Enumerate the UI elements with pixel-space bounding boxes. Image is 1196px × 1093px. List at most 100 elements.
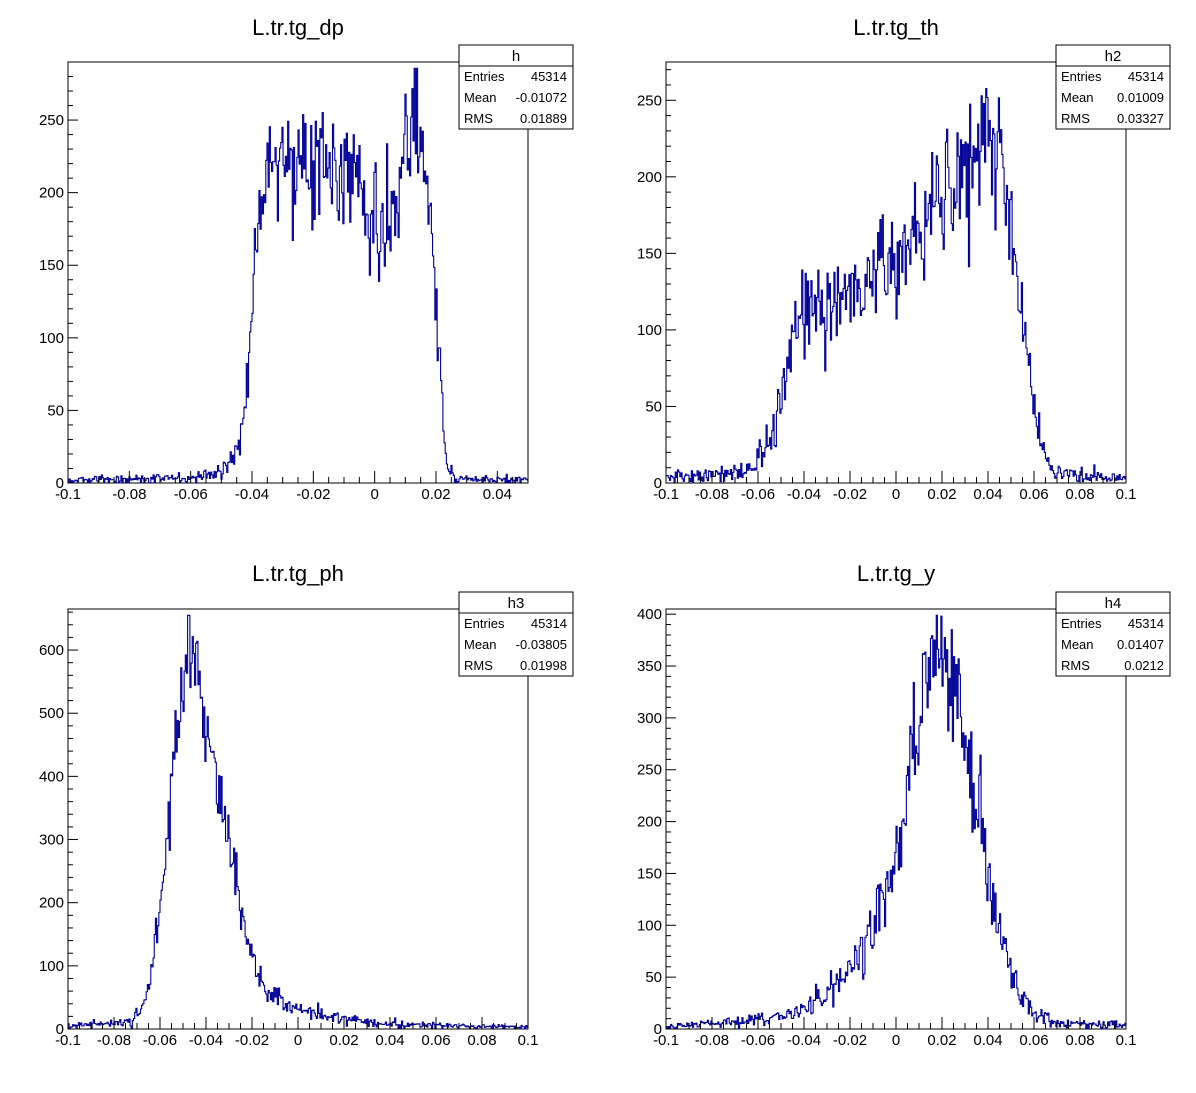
x-tick-label: 0.1 — [1116, 1032, 1137, 1049]
stats-entries-label: Entries — [1061, 616, 1102, 631]
x-tick-label: 0.06 — [1019, 486, 1048, 503]
x-tick-label: 0 — [892, 1032, 900, 1049]
x-tick-label: -0.06 — [174, 486, 208, 503]
panel-title: L.tr.tg_dp — [252, 15, 344, 40]
y-tick-label: 100 — [39, 330, 64, 347]
stats-entries-label: Entries — [464, 616, 505, 631]
x-tick-label: 0.02 — [927, 1032, 956, 1049]
x-tick-label: -0.08 — [97, 1032, 131, 1049]
x-tick-label: -0.1 — [653, 1032, 679, 1049]
x-tick-label: -0.02 — [833, 1032, 867, 1049]
x-tick-label: -0.08 — [695, 486, 729, 503]
x-tick-label: 0.02 — [927, 486, 956, 503]
x-tick-label: -0.06 — [741, 1032, 775, 1049]
y-tick-label: 600 — [39, 642, 64, 659]
stats-entries-label: Entries — [464, 69, 505, 84]
stats-rms-value: 0.0212 — [1124, 658, 1164, 673]
y-tick-label: 100 — [637, 322, 662, 339]
x-tick-label: 0.06 — [421, 1032, 450, 1049]
panel-title: L.tr.tg_th — [853, 15, 939, 40]
x-tick-label: 0.08 — [1065, 1032, 1094, 1049]
y-tick-label: 250 — [39, 112, 64, 129]
y-tick-label: 250 — [637, 762, 662, 779]
y-tick-label: 150 — [637, 245, 662, 262]
stats-entries-value: 45314 — [1128, 69, 1164, 84]
stats-histogram-name: h3 — [508, 595, 525, 612]
x-tick-label: 0.04 — [483, 486, 512, 503]
histogram-line — [666, 614, 1126, 1030]
y-tick-label: 200 — [39, 185, 64, 202]
x-tick-label: -0.04 — [235, 486, 269, 503]
y-tick-label: 250 — [637, 92, 662, 109]
stats-rms-label: RMS — [464, 111, 493, 126]
stats-rms-value: 0.01998 — [520, 658, 567, 673]
y-tick-label: 50 — [645, 398, 662, 415]
histogram-line — [666, 88, 1126, 484]
histogram-panel-4: L.tr.tg_y 0 50 100 150 200 250 300 350 400 -0.1 -0.… — [637, 561, 1171, 1049]
stats-mean-value: -0.01072 — [516, 90, 567, 105]
y-tick-label: 200 — [637, 814, 662, 831]
panel-title: L.tr.tg_ph — [252, 561, 344, 586]
stats-mean-label: Mean — [464, 637, 497, 652]
stats-rms-value: 0.01889 — [520, 111, 567, 126]
x-tick-label: -0.1 — [653, 486, 679, 503]
y-tick-label: 200 — [39, 895, 64, 912]
x-tick-label: -0.04 — [189, 1032, 223, 1049]
stats-mean-value: 0.01009 — [1117, 90, 1164, 105]
x-tick-label: -0.06 — [741, 486, 775, 503]
stats-histogram-name: h4 — [1105, 595, 1122, 612]
stats-box: h Entries 45314 Mean -0.01072 RMS 0.01889 — [458, 44, 574, 130]
stats-histogram-name: h2 — [1105, 48, 1122, 65]
stats-entries-value: 45314 — [531, 69, 567, 84]
x-tick-label: 0 — [892, 486, 900, 503]
histogram-panel-1: L.tr.tg_dp 0 50 100 150 200 250 -0.1 -0.08 -0.06 -… — [39, 15, 574, 503]
y-tick-label: 50 — [645, 969, 662, 986]
x-tick-label: 0.02 — [329, 1032, 358, 1049]
y-tick-label: 400 — [39, 768, 64, 785]
x-tick-label: 0.04 — [973, 1032, 1002, 1049]
x-tick-label: -0.1 — [55, 1032, 81, 1049]
stats-entries-value: 45314 — [1128, 616, 1164, 631]
x-tick-label: 0.1 — [518, 1032, 539, 1049]
y-tick-label: 400 — [637, 606, 662, 623]
x-tick-label: -0.02 — [235, 1032, 269, 1049]
x-tick-label: 0.08 — [467, 1032, 496, 1049]
stats-mean-label: Mean — [464, 90, 497, 105]
x-tick-label: -0.04 — [787, 1032, 821, 1049]
x-tick-label: -0.06 — [143, 1032, 177, 1049]
y-tick-label: 150 — [39, 257, 64, 274]
x-tick-label: 0.08 — [1065, 486, 1094, 503]
y-tick-label: 500 — [39, 705, 64, 722]
x-tick-label: -0.1 — [55, 486, 81, 503]
x-tick-label: 0.06 — [1019, 1032, 1048, 1049]
panel-title: L.tr.tg_y — [857, 561, 935, 586]
y-tick-label: 150 — [637, 865, 662, 882]
stats-histogram-name: h — [512, 48, 520, 65]
stats-mean-label: Mean — [1061, 637, 1094, 652]
x-tick-label: 0.04 — [375, 1032, 404, 1049]
stats-entries-value: 45314 — [531, 616, 567, 631]
y-tick-label: 100 — [637, 917, 662, 934]
y-tick-label: 0 — [654, 1021, 662, 1038]
histogram-panel-3: L.tr.tg_ph 0 100 200 300 400 500 600 -0.1 -0.08 -0… — [39, 561, 574, 1049]
y-tick-label: 300 — [637, 710, 662, 727]
stats-rms-label: RMS — [464, 658, 493, 673]
x-tick-label: 0 — [294, 1032, 302, 1049]
x-tick-label: -0.08 — [695, 1032, 729, 1049]
y-tick-label: 300 — [39, 832, 64, 849]
stats-rms-label: RMS — [1061, 658, 1090, 673]
y-tick-label: 0 — [56, 1021, 64, 1038]
x-tick-label: 0.02 — [421, 486, 450, 503]
y-tick-label: 200 — [637, 169, 662, 186]
stats-mean-value: -0.03805 — [516, 637, 567, 652]
x-tick-label: -0.08 — [112, 486, 146, 503]
y-tick-label: 350 — [637, 658, 662, 675]
x-tick-label: 0.04 — [973, 486, 1002, 503]
y-tick-label: 50 — [47, 402, 64, 419]
stats-entries-label: Entries — [1061, 69, 1102, 84]
